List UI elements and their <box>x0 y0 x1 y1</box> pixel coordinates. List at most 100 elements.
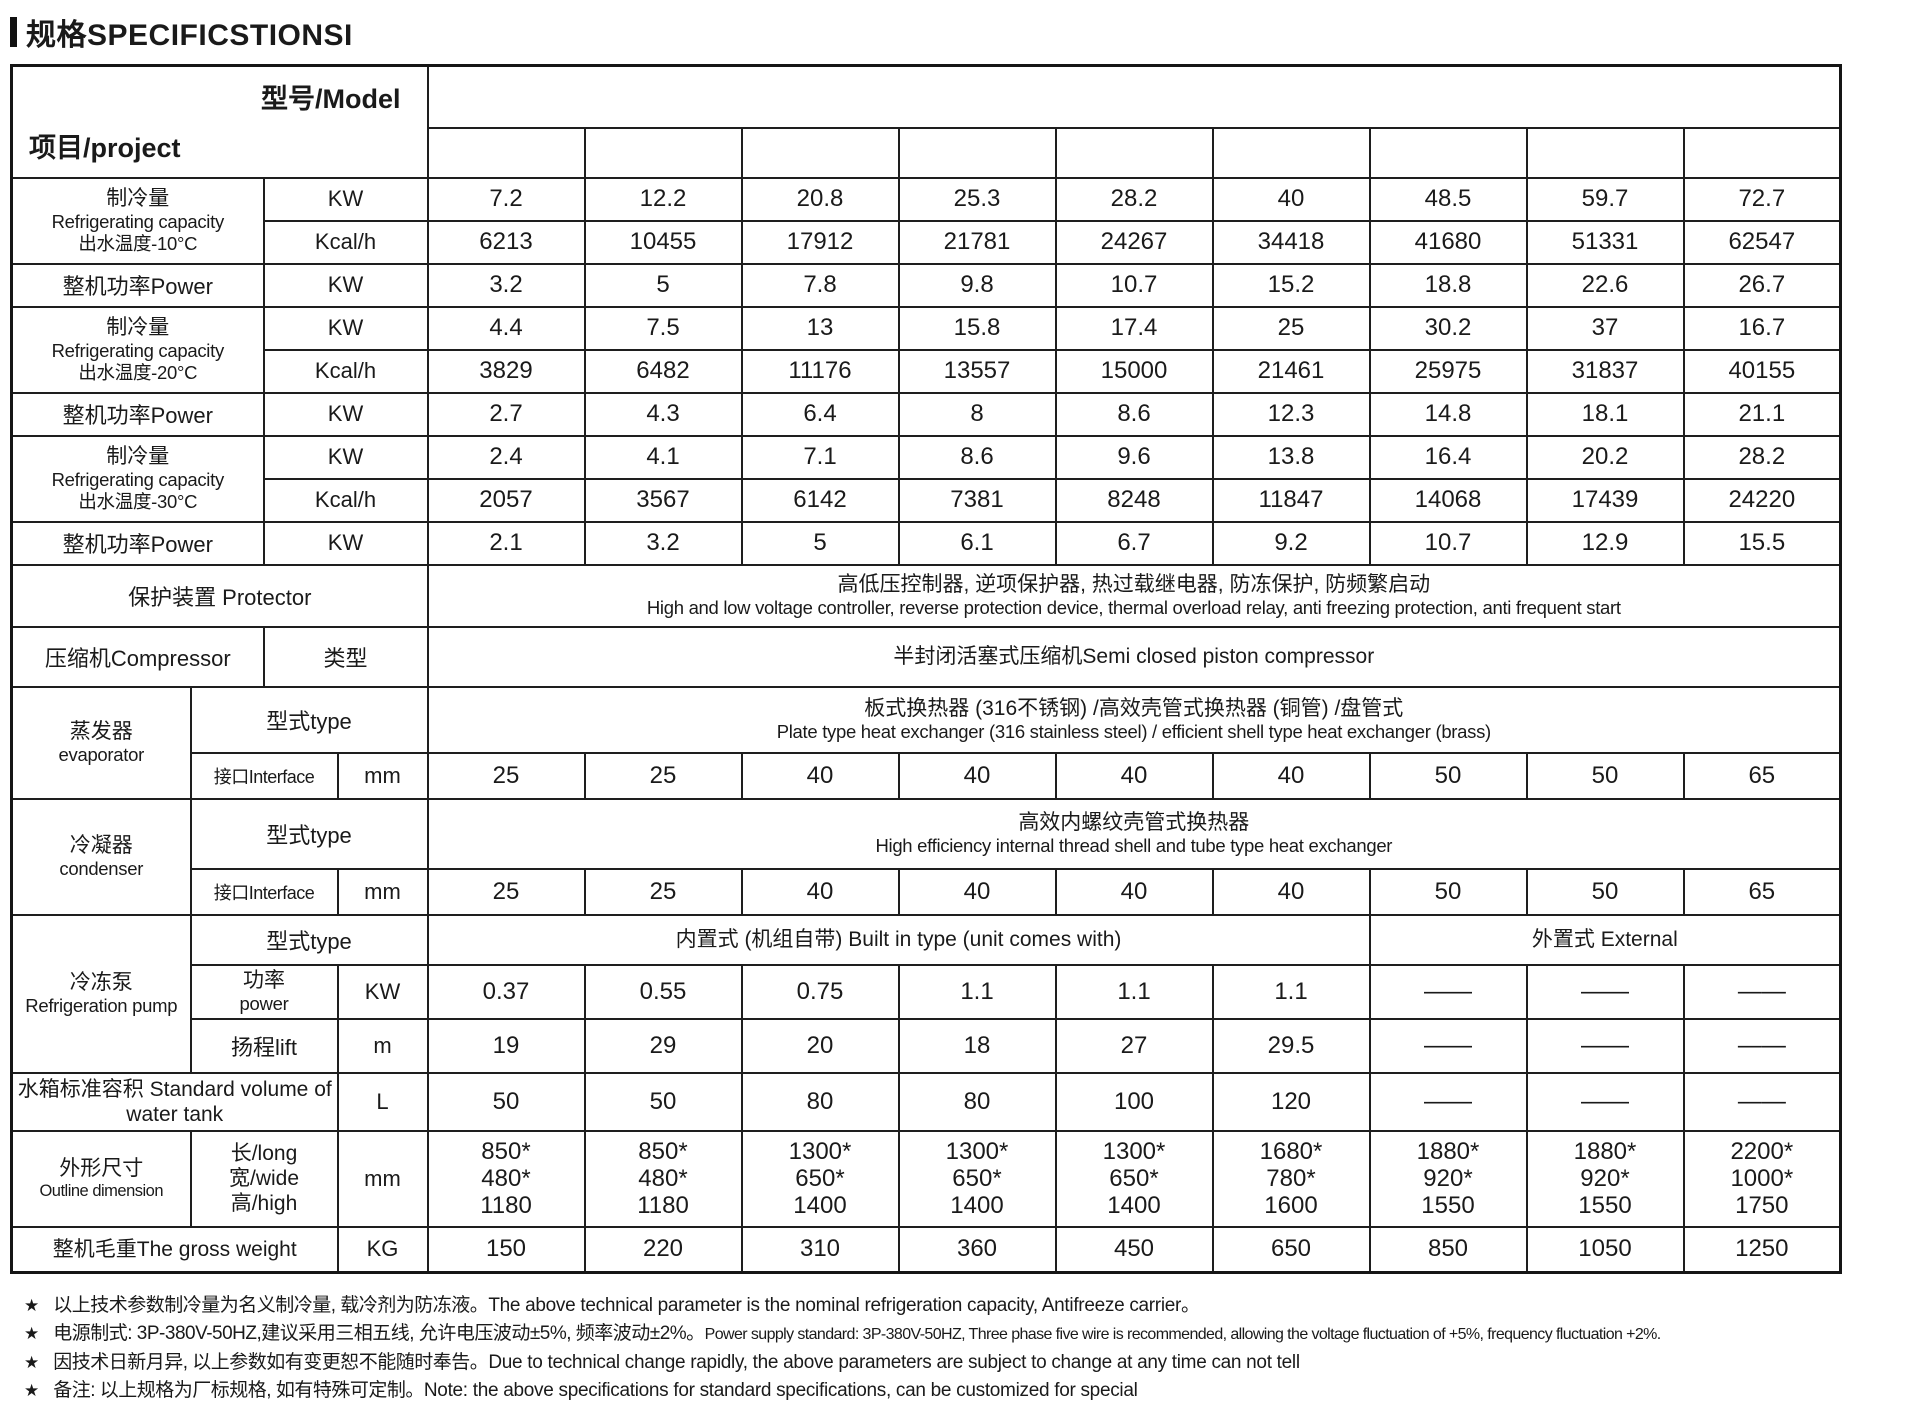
value-cell: —— <box>1525 1071 1685 1132</box>
pump-external-value: 外置式 External <box>1368 913 1842 966</box>
value-cell: 40 <box>1211 176 1371 222</box>
row-condenser-interface: 接口Interface mm 25 25 40 40 40 40 50 50 6… <box>12 867 1842 916</box>
column-header: _AN <box>897 126 1057 179</box>
value-cell: 0.37 <box>426 963 586 1020</box>
value-cell: 29.5 <box>1211 1017 1371 1074</box>
footnote: ★ 备注: 以上规格为厂标规格, 如有特殊可定制。Note: the above … <box>24 1380 1138 1401</box>
value-cell: 40155 <box>1682 348 1842 394</box>
value-cell: 25.3 <box>897 176 1057 222</box>
value-cell: 4.4 <box>426 305 586 351</box>
unit-cell: KW <box>262 391 429 437</box>
value-cell: 72.7 <box>1682 176 1842 222</box>
footnote: ★ 因技术日新月异, 以上参数如有变更恕不能随时奉告。Due to technic… <box>24 1352 1300 1373</box>
value-cell: 2057 <box>426 477 586 523</box>
value-cell: 41680 <box>1368 219 1528 265</box>
value-cell: 1680* 780* 1600 <box>1211 1129 1371 1228</box>
value-cell: 25 <box>426 751 586 800</box>
unit-cell: Kcal/h <box>262 477 429 523</box>
value-cell: 16.4 <box>1368 434 1528 480</box>
value-cell: 24220 <box>1682 477 1842 523</box>
value-cell: 80 <box>740 1071 900 1132</box>
column-header: _AN <box>740 126 900 179</box>
value-cell: 65 <box>1682 751 1842 800</box>
value-cell: 26.7 <box>1682 262 1842 308</box>
header-row-columns: _AN _AN _AN _AN _AN _AN _AN _AN _AN <box>12 126 1842 179</box>
value-cell: 31837 <box>1525 348 1685 394</box>
value-cell: 12.9 <box>1525 520 1685 566</box>
value-cell: 11847 <box>1211 477 1371 523</box>
value-cell: 17.4 <box>1054 305 1214 351</box>
row-label-power: 整机功率Power <box>10 520 265 566</box>
value-cell: 50 <box>1525 751 1685 800</box>
value-cell: 22.6 <box>1525 262 1685 308</box>
unit-cell: KW <box>336 963 429 1020</box>
row-pump-lift: 扬程lift m 19 29 20 18 27 29.5 —— —— —— <box>12 1017 1842 1074</box>
condenser-interface-label: 接口Interface <box>189 867 339 916</box>
value-cell: 8.6 <box>1054 391 1214 437</box>
value-cell: —— <box>1682 1071 1842 1132</box>
row-power-minus30: 整机功率Power KW 2.1 3.2 5 6.1 6.7 9.2 10.7 … <box>10 520 1842 566</box>
value-cell: 100 <box>1054 1071 1214 1132</box>
column-header: _AN <box>1525 126 1685 179</box>
value-cell: 25 <box>426 867 586 916</box>
value-cell: 6.4 <box>740 391 900 437</box>
value-cell: 20 <box>740 1017 900 1074</box>
value-cell: 5 <box>740 520 900 566</box>
value-cell: 1050 <box>1525 1225 1685 1274</box>
value-cell: 28.2 <box>1054 176 1214 222</box>
row-capacity-minus10-kw: 制冷量 Refrigerating capacity 出水温度-10°C KW … <box>10 176 1842 265</box>
unit-cell: m <box>336 1017 429 1074</box>
value-cell: 6.7 <box>1054 520 1214 566</box>
value-cell: 4.1 <box>583 434 743 480</box>
row-label-gross-weight: 整机毛重The gross weight <box>10 1225 339 1274</box>
value-cell: —— <box>1682 963 1842 1020</box>
row-capacity-minus10-kcal: Kcal/h 6213 10455 17912 21781 24267 3441… <box>12 219 1842 265</box>
row-label-compressor: 压缩机Compressor <box>10 625 265 688</box>
project-label: 项目/project <box>29 132 181 163</box>
value-cell: —— <box>1368 1017 1528 1074</box>
unit-cell: KW <box>262 305 429 351</box>
unit-cell: mm <box>336 867 429 916</box>
value-cell: 21.1 <box>1682 391 1842 437</box>
pump-lift-label: 扬程lift <box>189 1017 339 1074</box>
row-protector: 保护装置 Protector 高低压控制器, 逆项保护器, 热过载继电器, 防冻… <box>10 563 1842 628</box>
spec-table: 型号/Model 项目/project XJY-W _AN _AN _AN _A… <box>10 64 1843 1274</box>
row-power-minus20: 整机功率Power KW 2.7 4.3 6.4 8 8.6 12.3 14.8… <box>10 391 1842 437</box>
model-label: 型号/Model <box>261 84 401 114</box>
value-cell: 5 <box>583 262 743 308</box>
column-header: _AN <box>583 126 743 179</box>
value-cell: 3567 <box>583 477 743 523</box>
value-cell: 310 <box>740 1225 900 1274</box>
value-cell: 40 <box>1211 751 1371 800</box>
value-cell: 16.7 <box>1682 305 1842 351</box>
value-cell: 50 <box>426 1071 586 1132</box>
value-cell: 14068 <box>1368 477 1528 523</box>
value-cell: 51331 <box>1525 219 1685 265</box>
value-cell: 17912 <box>740 219 900 265</box>
value-cell: 48.5 <box>1368 176 1528 222</box>
value-cell: 1300* 650* 1400 <box>740 1129 900 1228</box>
compressor-value: 半封闭活塞式压缩机Semi closed piston compressor <box>426 625 1842 688</box>
value-cell: 27 <box>1054 1017 1214 1074</box>
header-row-model: 型号/Model 项目/project XJY-W <box>10 64 1842 179</box>
footnote: ★ 电源制式: 3P-380V-50HZ,建议采用三相五线, 允许电压波动±5%,… <box>24 1323 1661 1344</box>
value-cell: 2200* 1000* 1750 <box>1682 1129 1842 1228</box>
row-label-capacity-minus20: 制冷量 Refrigerating capacity 出水温度-20°C <box>10 305 265 394</box>
value-cell: 34418 <box>1211 219 1371 265</box>
page-title: 规格SPECIFICSTIONSI <box>10 10 1919 54</box>
value-cell: 18 <box>897 1017 1057 1074</box>
title-bar-icon <box>10 17 17 47</box>
row-evaporator-interface: 接口Interface mm 25 25 40 40 40 40 50 50 6… <box>12 751 1842 800</box>
column-header: _AN <box>426 126 586 179</box>
value-cell: 220 <box>583 1225 743 1274</box>
value-cell: 7.8 <box>740 262 900 308</box>
value-cell: 25 <box>1211 305 1371 351</box>
value-cell: 850* 480* 1180 <box>583 1129 743 1228</box>
row-power-minus10: 整机功率Power KW 3.2 5 7.8 9.8 10.7 15.2 18.… <box>10 262 1842 308</box>
value-cell: 15.2 <box>1211 262 1371 308</box>
value-cell: 65 <box>1682 867 1842 916</box>
column-header: _AN <box>1368 126 1528 179</box>
value-cell: 59.7 <box>1525 176 1685 222</box>
value-cell: 12.2 <box>583 176 743 222</box>
value-cell: 2.7 <box>426 391 586 437</box>
